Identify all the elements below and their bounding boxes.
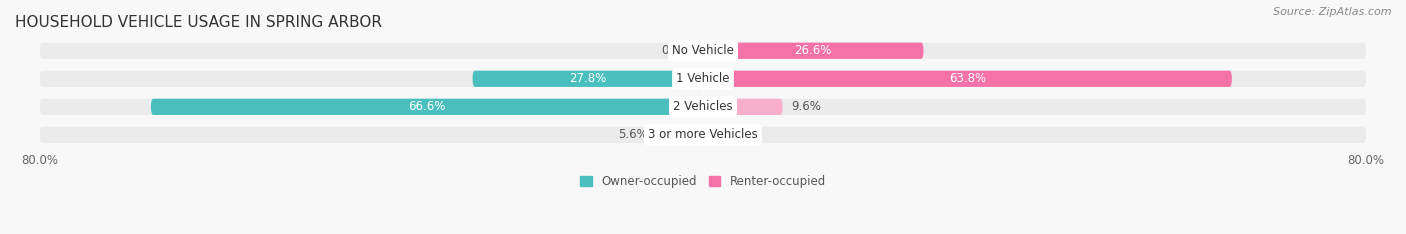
FancyBboxPatch shape	[703, 99, 783, 115]
Text: 26.6%: 26.6%	[794, 44, 832, 57]
Text: 27.8%: 27.8%	[569, 72, 606, 85]
Text: 0.0%: 0.0%	[661, 44, 690, 57]
Text: 5.6%: 5.6%	[619, 128, 648, 141]
Legend: Owner-occupied, Renter-occupied: Owner-occupied, Renter-occupied	[575, 170, 831, 192]
FancyBboxPatch shape	[703, 71, 1232, 87]
Text: No Vehicle: No Vehicle	[672, 44, 734, 57]
Text: Source: ZipAtlas.com: Source: ZipAtlas.com	[1274, 7, 1392, 17]
FancyBboxPatch shape	[39, 127, 1367, 143]
FancyBboxPatch shape	[39, 43, 1367, 59]
FancyBboxPatch shape	[472, 71, 703, 87]
Text: 2 Vehicles: 2 Vehicles	[673, 100, 733, 113]
FancyBboxPatch shape	[39, 99, 1367, 115]
Text: 66.6%: 66.6%	[408, 100, 446, 113]
Text: 0.0%: 0.0%	[716, 128, 745, 141]
Text: 3 or more Vehicles: 3 or more Vehicles	[648, 128, 758, 141]
Text: 9.6%: 9.6%	[790, 100, 821, 113]
FancyBboxPatch shape	[39, 71, 1367, 87]
Text: HOUSEHOLD VEHICLE USAGE IN SPRING ARBOR: HOUSEHOLD VEHICLE USAGE IN SPRING ARBOR	[15, 15, 382, 30]
Text: 63.8%: 63.8%	[949, 72, 986, 85]
FancyBboxPatch shape	[150, 99, 703, 115]
FancyBboxPatch shape	[703, 43, 924, 59]
FancyBboxPatch shape	[657, 127, 703, 143]
Text: 1 Vehicle: 1 Vehicle	[676, 72, 730, 85]
